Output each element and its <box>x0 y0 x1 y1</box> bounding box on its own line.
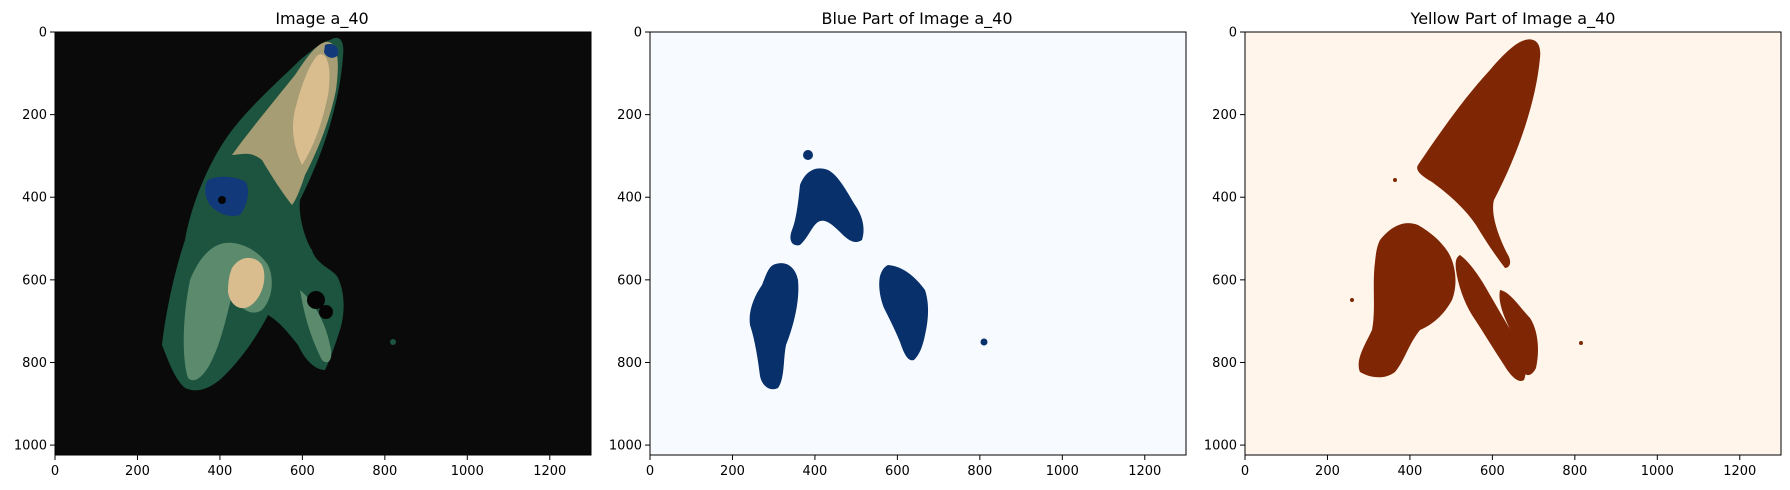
y-tick-label: 1000 <box>609 439 642 454</box>
panel-blue-title: Blue Part of Image a_40 <box>821 9 1012 29</box>
beige-region <box>292 54 330 165</box>
x-tick-label: 1000 <box>1046 464 1079 479</box>
panel-yellow: Yellow Part of Image a_40 0 200 400 600 800 1… <box>1204 9 1782 480</box>
x-tick-label: 600 <box>885 464 910 479</box>
y-tick-label: 1000 <box>1204 439 1237 454</box>
yellow-mask-speck-2 <box>1350 298 1354 302</box>
x-tick-label: 800 <box>1562 464 1587 479</box>
y-tick-label: 0 <box>1229 26 1237 41</box>
panel-original-axes: 0 200 400 600 800 1000 1200 0 200 400 600 800 1000 <box>14 26 566 480</box>
y-tick-label: 400 <box>617 191 642 206</box>
x-tick-label: 1000 <box>451 464 484 479</box>
y-tick-label: 200 <box>617 108 642 123</box>
blue-mask-top <box>790 168 864 246</box>
yellow-mask-lower-right <box>1455 255 1526 381</box>
y-tick-label: 200 <box>1212 108 1237 123</box>
x-tick-label: 800 <box>967 464 992 479</box>
yellow-mask-lower-left <box>1358 223 1456 378</box>
black-spot-3 <box>218 196 226 204</box>
stray-blob <box>390 339 396 345</box>
x-tick-label: 200 <box>1315 464 1340 479</box>
x-tick-label: 0 <box>51 464 59 479</box>
x-tick-label: 600 <box>290 464 315 479</box>
x-tick-label: 1200 <box>1723 464 1756 479</box>
blue-top-spot <box>324 44 339 58</box>
panel-original-frame <box>54 31 592 456</box>
x-tick-label: 1000 <box>1641 464 1674 479</box>
y-tick-label: 600 <box>22 273 47 288</box>
x-tick-label: 400 <box>1398 464 1423 479</box>
blue-mask-right <box>879 265 929 361</box>
y-tick-label: 0 <box>39 26 47 41</box>
panel-yellow-title: Yellow Part of Image a_40 <box>1410 9 1616 29</box>
y-tick-label: 800 <box>617 356 642 371</box>
panel-yellow-frame <box>1244 31 1782 456</box>
blue-mask-dot-2 <box>980 338 988 346</box>
yellow-mask-speck <box>1393 178 1397 182</box>
blue-mask-left <box>749 263 799 390</box>
mid-green-region-2 <box>300 290 332 363</box>
blue-mask-dot <box>803 150 813 160</box>
yellow-mask-upper <box>1417 39 1541 268</box>
panel-blue-axes: 0 200 400 600 800 1000 1200 0 200 400 600 800 1000 <box>609 26 1161 480</box>
y-tick-label: 0 <box>634 26 642 41</box>
x-tick-label: 0 <box>646 464 654 479</box>
x-tick-label: 200 <box>125 464 150 479</box>
beige-region-2 <box>228 257 265 309</box>
x-tick-label: 1200 <box>1128 464 1161 479</box>
black-spot <box>307 291 325 309</box>
panel-blue-background <box>650 32 1186 455</box>
x-tick-label: 800 <box>372 464 397 479</box>
x-tick-label: 1200 <box>533 464 566 479</box>
x-tick-label: 400 <box>803 464 828 479</box>
panel-blue-image <box>749 150 988 390</box>
y-tick-label: 200 <box>22 108 47 123</box>
y-tick-label: 600 <box>1212 273 1237 288</box>
y-tick-label: 800 <box>22 356 47 371</box>
x-tick-label: 400 <box>208 464 233 479</box>
y-tick-label: 1000 <box>14 439 47 454</box>
panel-blue: Blue Part of Image a_40 0 200 400 600 800 100… <box>609 9 1187 480</box>
y-tick-label: 400 <box>1212 191 1237 206</box>
panel-original-title: Image a_40 <box>275 9 368 29</box>
y-tick-label: 600 <box>617 273 642 288</box>
panel-blue-frame <box>649 31 1187 456</box>
panel-original: Image a_40 0 200 400 600 800 1000 1200 0 200 400 6… <box>14 9 592 480</box>
yellow-mask-dot <box>1579 341 1583 345</box>
x-tick-label: 200 <box>720 464 745 479</box>
panel-yellow-image <box>1350 39 1583 381</box>
y-tick-label: 400 <box>22 191 47 206</box>
black-spot-2 <box>319 305 333 319</box>
blue-patch-region <box>205 176 248 216</box>
x-tick-label: 0 <box>1241 464 1249 479</box>
x-tick-label: 600 <box>1480 464 1505 479</box>
panel-yellow-axes: 0 200 400 600 800 1000 1200 0 200 400 600 800 1000 <box>1204 26 1756 480</box>
y-tick-label: 800 <box>1212 356 1237 371</box>
yellow-mask-right-arm <box>1499 290 1538 376</box>
panel-original-image <box>162 37 396 391</box>
